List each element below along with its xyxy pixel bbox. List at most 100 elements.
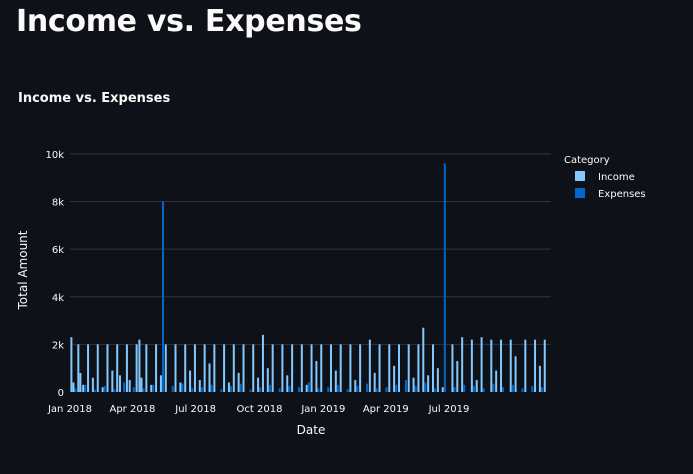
bar-expenses[interactable]	[414, 386, 417, 392]
bar-income[interactable]	[427, 375, 430, 392]
bar-income[interactable]	[291, 344, 294, 392]
bar-expenses[interactable]	[453, 387, 456, 392]
series-income[interactable]	[70, 327, 546, 392]
bar-income[interactable]	[441, 387, 444, 392]
bar-income[interactable]	[281, 344, 284, 392]
bar-expenses[interactable]	[540, 387, 543, 392]
bar-expenses[interactable]	[531, 386, 534, 392]
bar-income[interactable]	[456, 361, 459, 392]
legend-item-expenses[interactable]: Expenses	[575, 188, 646, 200]
bar-income[interactable]	[422, 327, 425, 392]
bar-income[interactable]	[349, 344, 352, 392]
bar-income[interactable]	[174, 344, 177, 392]
bar-income[interactable]	[470, 339, 473, 392]
bar-expenses[interactable]	[434, 388, 437, 392]
bar-expenses[interactable]	[346, 389, 349, 392]
bar-income[interactable]	[96, 344, 99, 392]
bar-income[interactable]	[315, 361, 318, 392]
bar-expenses[interactable]	[288, 386, 291, 392]
legend-item-income[interactable]: Income	[575, 171, 635, 183]
bar-expenses[interactable]	[171, 386, 174, 392]
bar-income[interactable]	[82, 384, 85, 392]
bar-income[interactable]	[91, 377, 94, 392]
bar-expenses[interactable]	[492, 383, 495, 392]
bar-expenses[interactable]	[230, 386, 233, 392]
bar-income[interactable]	[70, 337, 73, 392]
bar-income[interactable]	[475, 380, 478, 392]
bar-expenses[interactable]	[220, 389, 223, 392]
bar-income[interactable]	[407, 344, 410, 392]
bar-income[interactable]	[79, 372, 82, 392]
bar-income[interactable]	[266, 368, 269, 392]
bar-income[interactable]	[495, 370, 498, 392]
bar-income[interactable]	[184, 344, 187, 392]
bar-expenses[interactable]	[463, 384, 466, 392]
bar-income[interactable]	[193, 344, 196, 392]
bar-income[interactable]	[359, 344, 362, 392]
bar-expenses[interactable]	[84, 384, 87, 392]
bar-income[interactable]	[538, 365, 541, 392]
bar-income[interactable]	[140, 377, 143, 392]
bar-expenses[interactable]	[239, 383, 242, 392]
bar-expenses[interactable]	[511, 384, 514, 392]
bar-income[interactable]	[150, 384, 153, 392]
bar-expenses[interactable]	[356, 386, 359, 392]
bar-expenses[interactable]	[317, 388, 320, 392]
bar-expenses[interactable]	[113, 389, 116, 392]
bar-income[interactable]	[101, 387, 104, 392]
bar-income[interactable]	[164, 344, 167, 392]
bar-income[interactable]	[227, 382, 230, 392]
bar-income[interactable]	[378, 344, 381, 392]
bar-expenses[interactable]	[268, 384, 271, 392]
bar-expenses[interactable]	[278, 388, 281, 392]
bar-income[interactable]	[242, 344, 245, 392]
bar-expenses[interactable]	[366, 383, 369, 392]
bar-expenses[interactable]	[181, 383, 184, 392]
bar-income[interactable]	[155, 344, 158, 392]
bar-income[interactable]	[368, 339, 371, 392]
bar-expenses[interactable]	[307, 382, 310, 392]
bar-income[interactable]	[393, 365, 396, 392]
bar-expenses[interactable]	[103, 386, 106, 392]
bar-expenses[interactable]	[404, 380, 407, 392]
bar-income[interactable]	[145, 344, 148, 392]
bar-income[interactable]	[203, 344, 206, 392]
bar-expenses[interactable]	[521, 388, 524, 392]
bar-income[interactable]	[271, 344, 274, 392]
bar-income[interactable]	[490, 339, 493, 392]
series-expenses[interactable]	[74, 163, 543, 392]
bar-income[interactable]	[436, 368, 439, 392]
bar-income[interactable]	[213, 344, 216, 392]
bar-income[interactable]	[514, 356, 517, 392]
bar-expenses[interactable]	[482, 388, 485, 392]
bar-expenses[interactable]	[385, 387, 388, 392]
bar-expenses[interactable]	[472, 386, 475, 392]
bar-income[interactable]	[451, 344, 454, 392]
bar-income[interactable]	[87, 344, 90, 392]
bars[interactable]	[70, 163, 546, 392]
bar-income[interactable]	[305, 384, 308, 392]
bar-expenses[interactable]	[502, 387, 505, 392]
bar-income[interactable]	[300, 344, 303, 392]
bar-income[interactable]	[534, 339, 537, 392]
bar-expenses[interactable]	[200, 387, 203, 392]
bar-income[interactable]	[252, 344, 255, 392]
bar-expenses[interactable]	[424, 382, 427, 392]
bar-income[interactable]	[417, 344, 420, 392]
bar-expenses[interactable]	[375, 388, 378, 392]
bar-income[interactable]	[198, 380, 201, 392]
bar-income[interactable]	[320, 344, 323, 392]
bar-expenses[interactable]	[327, 387, 330, 392]
bar-income[interactable]	[461, 337, 464, 392]
bar-expenses[interactable]	[298, 387, 301, 392]
bar-income[interactable]	[257, 377, 260, 392]
bar-income[interactable]	[388, 344, 391, 392]
bar-expenses[interactable]	[132, 387, 135, 392]
bar-income[interactable]	[310, 344, 313, 392]
bar-income[interactable]	[118, 375, 121, 392]
bar-income[interactable]	[135, 344, 138, 392]
bar-income[interactable]	[159, 375, 162, 392]
bar-income[interactable]	[106, 344, 109, 392]
bar-expenses[interactable]	[93, 389, 96, 392]
bar-income[interactable]	[509, 339, 512, 392]
